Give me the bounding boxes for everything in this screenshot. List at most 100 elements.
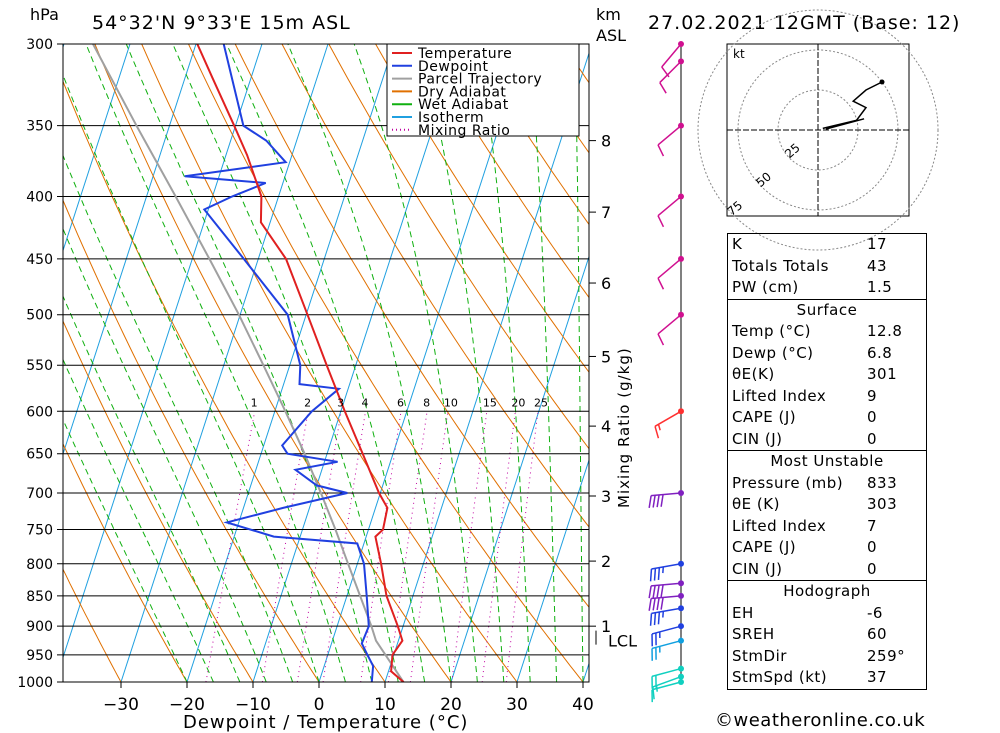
wind-barb	[657, 255, 684, 290]
index-row: SREH 60	[728, 624, 926, 646]
indices-top-box: K 17 Totals Totals 43 PW (cm) 1.5	[727, 233, 927, 299]
mixing-ratio-tick-label: 4	[361, 396, 368, 409]
pressure-tick-label: 1000	[17, 675, 53, 691]
index-row: Lifted Index 9	[728, 386, 926, 408]
wind-barb	[654, 408, 684, 439]
wet-adiabat-line	[63, 227, 267, 682]
index-value: 7	[867, 516, 878, 535]
dry-adiabat-line	[94, 44, 452, 682]
index-label: CAPE (J)	[732, 408, 797, 426]
legend-label: Dewpoint	[418, 59, 489, 75]
index-row: EH -6	[728, 603, 926, 625]
pressure-tick-label: 700	[26, 486, 53, 502]
pressure-tick-label: 450	[26, 252, 53, 268]
wind-barb	[648, 489, 684, 508]
pressure-tick-label: 850	[26, 589, 53, 605]
wind-barb-flag	[652, 598, 656, 611]
wind-barb	[651, 665, 684, 689]
wind-barb-flag	[661, 66, 670, 78]
wind-barb-flag	[657, 215, 665, 228]
index-row: CIN (J) 0	[728, 429, 926, 451]
index-label: EH	[732, 603, 754, 622]
legend-label: Isotherm	[418, 110, 484, 126]
index-value: 0	[867, 429, 878, 448]
credit-text: ©weatheronline.co.uk	[715, 710, 926, 731]
mixing-ratio-line	[387, 411, 428, 682]
index-value: 0	[867, 559, 878, 578]
indices-panel: K 17 Totals Totals 43 PW (cm) 1.5 Surface Tem…	[727, 233, 927, 690]
legend-label: Temperature	[417, 46, 512, 62]
isotherm-line	[318, 44, 527, 682]
pressure-tick-label: 550	[26, 358, 53, 374]
mixing-ratio-tick-label: 1	[251, 396, 258, 409]
surface-title: Surface	[796, 300, 858, 319]
wind-barb-staff	[651, 595, 682, 600]
wind-barb	[648, 592, 684, 611]
wind-barb-flag	[657, 333, 665, 346]
wet-adiabat-line	[478, 44, 531, 682]
index-label: Temp (°C)	[732, 322, 811, 340]
index-label: StmSpd (kt)	[732, 668, 828, 686]
pressure-tick-label: 800	[26, 557, 53, 573]
index-value: 1.5	[867, 278, 893, 296]
index-label: StmDir	[732, 646, 787, 665]
index-label: Lifted Index	[732, 516, 827, 535]
dry-adiabat-line	[468, 44, 589, 226]
wind-barb-flag	[654, 426, 660, 439]
index-value: -6	[867, 603, 883, 622]
index-row: CAPE (J) 0	[728, 407, 926, 429]
isotherm-line	[63, 44, 263, 659]
index-label: SREH	[732, 625, 775, 643]
index-label: θE (K)	[732, 495, 780, 513]
mixing-ratio-tick-label: 15	[483, 396, 497, 409]
height-tick-label: 5	[601, 347, 611, 366]
location-label: 54°32'N 9°33'E 15m ASL	[92, 12, 351, 34]
height-tick-label: 2	[601, 552, 611, 571]
most-unstable-box: Most Unstable Pressure (mb) 833 θE (K) 303 L…	[727, 450, 927, 580]
wind-barb	[649, 605, 684, 626]
dry-adiabat-line	[421, 44, 589, 299]
datetime-label: 27.02.2021 12GMT (Base: 12)	[648, 12, 960, 34]
wind-barb	[661, 41, 684, 78]
isobars	[57, 43, 589, 683]
wind-barb-flag	[652, 495, 656, 508]
index-label: Dewp (°C)	[732, 343, 814, 362]
wind-barb-flag	[652, 686, 655, 700]
index-row: θE (K) 303	[728, 494, 926, 516]
wind-barb-halfflag	[657, 424, 661, 431]
hodograph-ring	[697, 9, 939, 251]
pressure-tick-label: 300	[26, 37, 53, 53]
isotherm-line	[120, 44, 329, 682]
height-tick-label: 4	[601, 417, 611, 436]
pressure-tick-label: 400	[26, 189, 53, 205]
wind-barb	[649, 560, 684, 582]
pressure-tick-label: 950	[26, 648, 53, 664]
height-tick-label: 7	[601, 203, 611, 222]
index-value: 259°	[867, 646, 906, 665]
isotherm-line	[384, 51, 589, 682]
wind-barb-flag	[659, 82, 667, 94]
temperature-tick-label: 0	[314, 695, 325, 715]
wet-adiabat-line	[63, 73, 320, 682]
index-row: K 17	[728, 234, 926, 256]
index-label: Totals Totals	[732, 256, 829, 275]
legend-label: Parcel Trajectory	[418, 72, 542, 88]
index-label: PW (cm)	[732, 278, 799, 296]
wind-barb-flag	[656, 597, 660, 611]
wind-barb	[657, 311, 684, 346]
index-value: 6.8	[867, 343, 893, 362]
index-row: Temp (°C) 12.8	[728, 321, 926, 343]
wet-adiabat-line	[419, 44, 505, 682]
wind-barb-staff	[659, 60, 682, 84]
temperature-tick-label: 20	[440, 695, 462, 715]
index-value: 43	[867, 256, 888, 275]
height-unit-label-2: ASL	[596, 26, 626, 45]
surface-box: Surface Temp (°C) 12.8 Dewp (°C) 6.8 θE(K) 30…	[727, 298, 927, 451]
mixing-ratio-labels: 1 2 3 4 6 8 10 15 20 25	[251, 396, 548, 409]
index-value: 17	[867, 235, 888, 253]
legend-label: Dry Adiabat	[418, 84, 506, 100]
mixing-ratio-tick-label: 10	[444, 396, 458, 409]
